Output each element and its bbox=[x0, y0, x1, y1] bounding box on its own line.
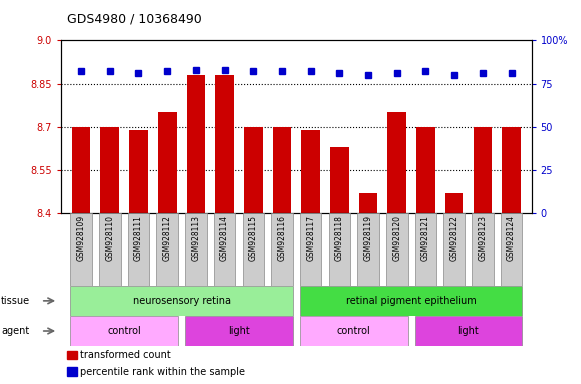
Bar bbox=[329, 213, 350, 286]
Bar bbox=[502, 127, 521, 213]
Text: retinal pigment epithelium: retinal pigment epithelium bbox=[346, 296, 476, 306]
Bar bbox=[472, 213, 494, 286]
Bar bbox=[214, 213, 235, 286]
Bar bbox=[215, 75, 234, 213]
Text: light: light bbox=[228, 326, 250, 336]
Bar bbox=[185, 316, 293, 346]
Bar bbox=[443, 213, 465, 286]
Text: GSM928123: GSM928123 bbox=[478, 215, 487, 261]
Bar bbox=[445, 193, 464, 213]
Bar bbox=[244, 127, 263, 213]
Bar bbox=[474, 127, 492, 213]
Text: GSM928124: GSM928124 bbox=[507, 215, 516, 261]
Text: GSM928109: GSM928109 bbox=[77, 215, 85, 262]
Text: GSM928111: GSM928111 bbox=[134, 215, 143, 261]
Text: GSM928117: GSM928117 bbox=[306, 215, 315, 261]
Bar bbox=[70, 213, 92, 286]
Text: percentile rank within the sample: percentile rank within the sample bbox=[80, 367, 245, 377]
Text: GSM928114: GSM928114 bbox=[220, 215, 229, 261]
Bar bbox=[70, 316, 178, 346]
Bar bbox=[128, 213, 149, 286]
Text: GSM928116: GSM928116 bbox=[278, 215, 286, 261]
Text: GDS4980 / 10368490: GDS4980 / 10368490 bbox=[67, 13, 202, 26]
Text: control: control bbox=[107, 326, 141, 336]
Text: agent: agent bbox=[1, 326, 30, 336]
Bar bbox=[99, 213, 120, 286]
Bar bbox=[156, 213, 178, 286]
Text: tissue: tissue bbox=[1, 296, 30, 306]
Bar bbox=[302, 130, 320, 213]
Bar bbox=[330, 147, 349, 213]
Bar bbox=[158, 112, 177, 213]
Text: GSM928118: GSM928118 bbox=[335, 215, 344, 261]
Text: GSM928120: GSM928120 bbox=[392, 215, 401, 261]
Bar bbox=[272, 127, 291, 213]
Bar bbox=[185, 213, 207, 286]
Bar bbox=[101, 127, 119, 213]
Text: light: light bbox=[458, 326, 479, 336]
Bar bbox=[501, 213, 522, 286]
Bar bbox=[187, 75, 205, 213]
Text: neurosensory retina: neurosensory retina bbox=[132, 296, 231, 306]
Bar bbox=[416, 127, 435, 213]
Text: transformed count: transformed count bbox=[80, 350, 170, 360]
Bar bbox=[388, 112, 406, 213]
Text: GSM928119: GSM928119 bbox=[364, 215, 372, 261]
Bar bbox=[300, 213, 321, 286]
Text: GSM928112: GSM928112 bbox=[163, 215, 171, 261]
Bar bbox=[415, 213, 436, 286]
Bar bbox=[357, 213, 379, 286]
Bar bbox=[386, 213, 407, 286]
Text: GSM928121: GSM928121 bbox=[421, 215, 430, 261]
Text: control: control bbox=[337, 326, 371, 336]
Bar bbox=[271, 213, 293, 286]
Bar bbox=[72, 127, 91, 213]
Text: GSM928115: GSM928115 bbox=[249, 215, 258, 261]
Text: GSM928122: GSM928122 bbox=[450, 215, 458, 261]
Text: GSM928110: GSM928110 bbox=[105, 215, 114, 261]
Text: GSM928113: GSM928113 bbox=[191, 215, 200, 261]
Bar bbox=[358, 193, 378, 213]
Bar bbox=[300, 316, 407, 346]
Bar bbox=[70, 286, 293, 316]
Bar bbox=[242, 213, 264, 286]
Bar bbox=[415, 316, 522, 346]
Bar bbox=[300, 286, 522, 316]
Bar bbox=[129, 130, 148, 213]
